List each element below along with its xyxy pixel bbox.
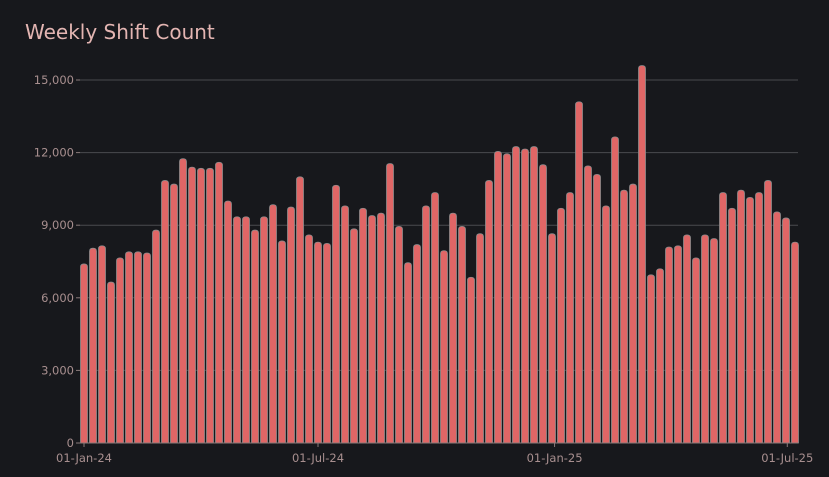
bar (287, 206, 295, 444)
bar (494, 150, 502, 444)
y-tick-label: 15,000 (34, 73, 74, 87)
bar (593, 173, 601, 444)
bar (674, 245, 682, 444)
bar (719, 192, 727, 444)
bar (143, 252, 151, 444)
bar (89, 247, 97, 444)
bar (395, 226, 403, 444)
bar (557, 207, 565, 444)
bar (107, 281, 115, 444)
bar (530, 146, 538, 444)
bar (692, 257, 700, 444)
bar (188, 166, 196, 444)
bar (341, 205, 349, 444)
bar (521, 148, 529, 444)
bar (782, 217, 790, 444)
bar (665, 246, 673, 444)
y-tick-label: 3,000 (41, 363, 74, 377)
bar (251, 229, 259, 444)
bar (458, 226, 466, 444)
bar (242, 216, 250, 444)
bar (386, 163, 394, 444)
bar (737, 189, 745, 444)
bar (170, 183, 178, 444)
x-tick-label: 01-Jan-25 (527, 451, 583, 465)
bar (422, 205, 430, 444)
bar (566, 192, 574, 444)
bar (701, 234, 709, 444)
bar (314, 241, 322, 444)
bar (125, 251, 133, 444)
bar (134, 251, 142, 444)
bar (620, 189, 628, 444)
bar (791, 241, 799, 444)
bar (305, 234, 313, 444)
bar (161, 180, 169, 444)
y-tick-label: 6,000 (41, 291, 74, 305)
bar (512, 146, 520, 444)
bar (116, 257, 124, 444)
bar (728, 207, 736, 444)
bar (485, 180, 493, 444)
bar (440, 250, 448, 444)
y-tick-label: 12,000 (34, 146, 74, 160)
bar (575, 101, 583, 444)
bar (503, 153, 511, 444)
bar (368, 215, 376, 444)
bar (377, 212, 385, 444)
y-tick-label: 0 (67, 436, 74, 450)
bar (629, 183, 637, 444)
bar (350, 228, 358, 444)
bar (359, 207, 367, 444)
x-tick-label: 01-Jul-24 (292, 451, 344, 465)
bar (197, 167, 205, 444)
bar (215, 161, 223, 444)
bar (584, 165, 592, 444)
bar (764, 180, 772, 444)
x-tick-label: 01-Jan-24 (56, 451, 112, 465)
bar (296, 176, 304, 444)
bar (206, 167, 214, 444)
axes: 0 3,000 6,000 9,000 12,000 15,000 01-Jan-24 01-… (34, 73, 814, 465)
bar (224, 200, 232, 444)
bar (548, 233, 556, 444)
bar (278, 240, 286, 444)
bar (467, 276, 475, 444)
bar (773, 211, 781, 444)
y-tick-label: 9,000 (41, 218, 74, 232)
x-tick-label: 01-Jul-25 (761, 451, 813, 465)
bar (332, 184, 340, 444)
bar (431, 192, 439, 444)
chart-title: Weekly Shift Count (25, 20, 215, 44)
bar (602, 205, 610, 444)
bar (260, 216, 268, 444)
bar (413, 244, 421, 444)
bar (449, 212, 457, 444)
bar (404, 262, 412, 444)
bar (98, 245, 106, 444)
bar (638, 65, 646, 444)
bar (746, 196, 754, 444)
bar (710, 238, 718, 444)
bar (152, 229, 160, 444)
bar (80, 263, 88, 444)
bar (683, 234, 691, 444)
bar (539, 164, 547, 444)
bar (179, 158, 187, 444)
bar (269, 204, 277, 444)
bar (755, 192, 763, 444)
bar (647, 274, 655, 444)
bar (476, 233, 484, 444)
bars (80, 65, 799, 444)
bar (323, 242, 331, 444)
bar (611, 136, 619, 444)
bar (233, 216, 241, 444)
bar (656, 268, 664, 444)
